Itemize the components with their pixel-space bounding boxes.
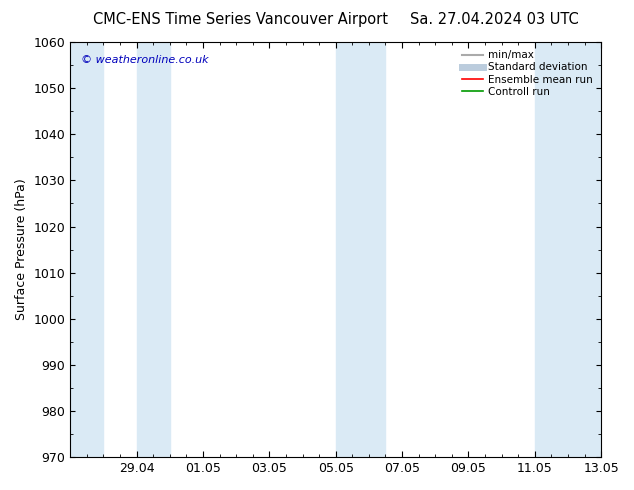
Bar <box>70 42 103 457</box>
Text: Sa. 27.04.2024 03 UTC: Sa. 27.04.2024 03 UTC <box>410 12 579 27</box>
Text: © weatheronline.co.uk: © weatheronline.co.uk <box>81 54 209 65</box>
Legend: min/max, Standard deviation, Ensemble mean run, Controll run: min/max, Standard deviation, Ensemble me… <box>459 47 596 100</box>
Bar <box>137 42 170 457</box>
Y-axis label: Surface Pressure (hPa): Surface Pressure (hPa) <box>15 179 28 320</box>
Bar <box>336 42 385 457</box>
Bar <box>534 42 601 457</box>
Text: CMC-ENS Time Series Vancouver Airport: CMC-ENS Time Series Vancouver Airport <box>93 12 389 27</box>
